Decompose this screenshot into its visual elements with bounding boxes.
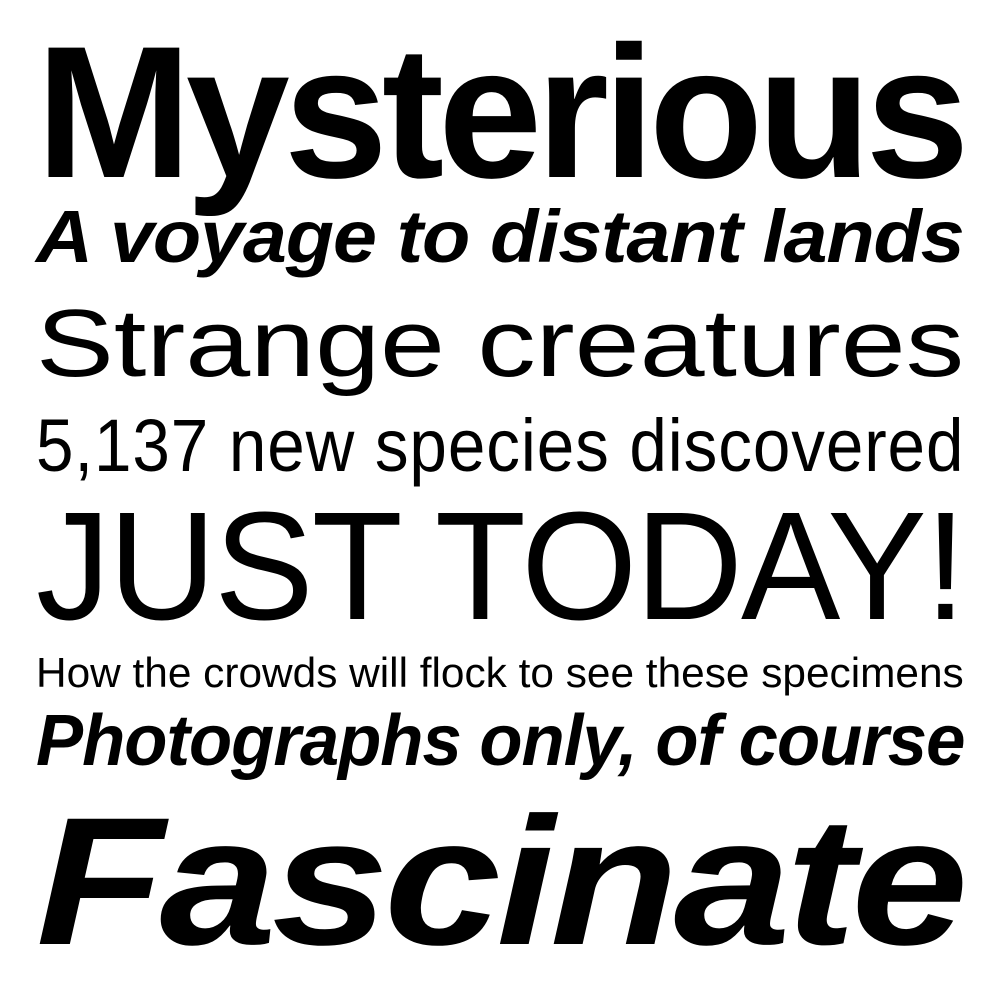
specimen-line-crowds: How the crowds will flock to see these s…: [36, 649, 964, 696]
specimen-line-strange-creatures: Strange creatures: [36, 290, 965, 397]
specimen-line-photographs: Photographs only, of course: [36, 701, 965, 781]
specimen-line-fascinate: Fascinate: [36, 779, 968, 983]
specimen-line-voyage: A voyage to distant lands: [36, 195, 965, 278]
specimen-line-mysterious: Mysterious: [36, 7, 969, 217]
specimen-line-new-species: 5,137 new species discovered: [36, 404, 965, 487]
specimen-line-just-today: JUST TODAY!: [36, 480, 966, 652]
